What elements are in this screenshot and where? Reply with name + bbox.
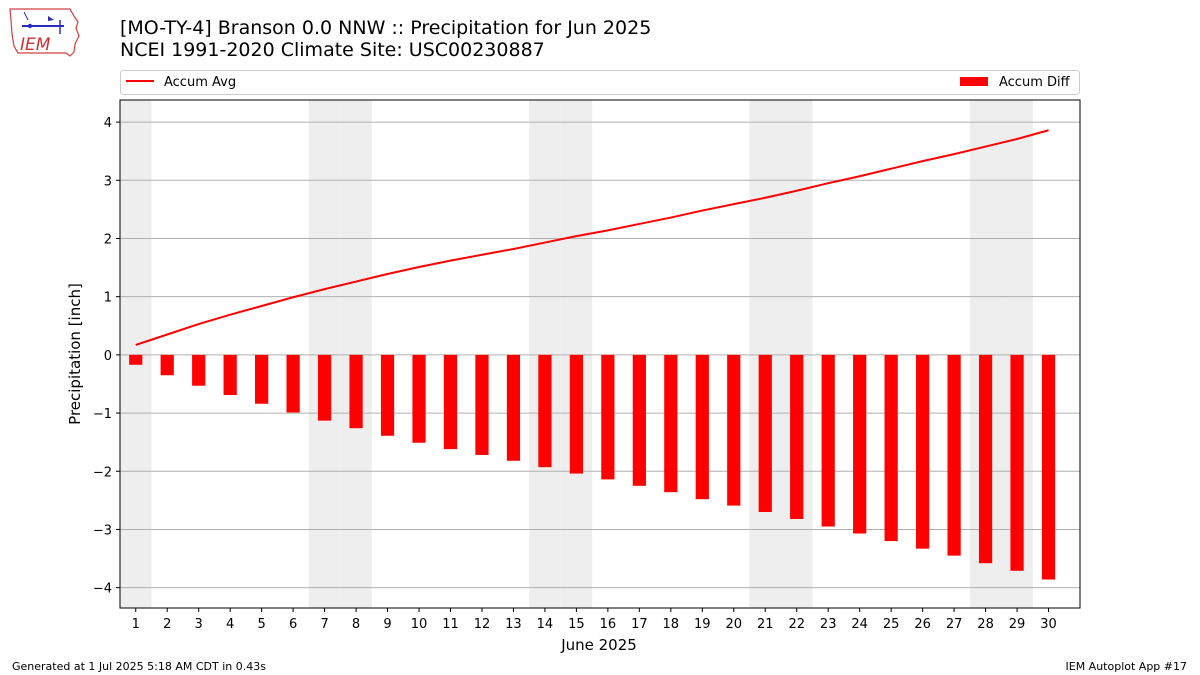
x-tick-label: 11 bbox=[442, 617, 459, 632]
y-axis-label: Precipitation [inch] bbox=[66, 283, 84, 425]
iem-logo: IEM bbox=[8, 6, 82, 64]
accum-diff-bar bbox=[255, 354, 269, 404]
accum-diff-bar bbox=[223, 354, 237, 396]
legend-label-accum-avg: Accum Avg bbox=[164, 75, 236, 90]
weekend-shade bbox=[560, 100, 593, 608]
accum-diff-bar bbox=[821, 354, 835, 527]
y-tick-label: −4 bbox=[93, 582, 112, 597]
chart-subtitle: NCEI 1991-2020 Climate Site: USC00230887 bbox=[120, 39, 545, 61]
accum-diff-bar bbox=[475, 354, 489, 455]
y-tick-label: 3 bbox=[104, 174, 112, 189]
accum-diff-bar bbox=[506, 354, 521, 461]
x-tick-label: 5 bbox=[257, 617, 265, 632]
x-tick-label: 28 bbox=[977, 617, 994, 632]
x-tick-label: 13 bbox=[505, 617, 522, 632]
accum-diff-bar bbox=[443, 354, 458, 450]
weekend-shade bbox=[120, 100, 152, 608]
legend-label-accum-diff: Accum Diff bbox=[999, 75, 1071, 90]
accum-diff-bar bbox=[947, 354, 961, 556]
weekend-shade bbox=[780, 100, 813, 608]
x-tick-label: 29 bbox=[1009, 617, 1026, 632]
accum-diff-bar bbox=[160, 354, 174, 376]
x-tick-label: 1 bbox=[132, 617, 140, 632]
y-tick-label: −3 bbox=[93, 523, 112, 538]
accum-diff-bar bbox=[1041, 354, 1056, 580]
accum-diff-bar bbox=[727, 354, 741, 506]
accum-diff-bar bbox=[129, 354, 143, 365]
legend-bar-swatch bbox=[960, 77, 988, 86]
x-axis-label: June 2025 bbox=[560, 636, 637, 654]
x-tick-label: 20 bbox=[725, 617, 742, 632]
x-tick-label: 6 bbox=[289, 617, 297, 632]
app-credit: IEM Autoplot App #17 bbox=[1065, 660, 1188, 673]
accum-diff-bar bbox=[601, 354, 615, 480]
x-tick-label: 12 bbox=[474, 617, 491, 632]
accum-diff-bar bbox=[790, 354, 804, 519]
x-tick-label: 4 bbox=[226, 617, 234, 632]
x-tick-label: 9 bbox=[383, 617, 391, 632]
accum-diff-bar bbox=[884, 354, 898, 542]
accum-diff-bar bbox=[632, 354, 646, 486]
iem-iowa-logo-icon: IEM bbox=[9, 8, 80, 57]
x-tick-label: 7 bbox=[320, 617, 328, 632]
accum-diff-bar bbox=[916, 354, 930, 549]
accum-diff-bar bbox=[758, 354, 772, 512]
accum-diff-bar bbox=[853, 354, 867, 534]
x-tick-label: 22 bbox=[788, 617, 805, 632]
accum-diff-bar bbox=[1010, 354, 1024, 571]
x-tick-label: 16 bbox=[600, 617, 617, 632]
x-tick-label: 18 bbox=[663, 617, 680, 632]
logo-text: IEM bbox=[20, 35, 51, 55]
x-tick-label: 2 bbox=[163, 617, 171, 632]
x-tick-label: 10 bbox=[411, 617, 428, 632]
x-tick-label: 19 bbox=[694, 617, 711, 632]
x-tick-label: 15 bbox=[568, 617, 585, 632]
chart-title: [MO-TY-4] Branson 0.0 NNW :: Precipitati… bbox=[120, 17, 652, 39]
legend-box bbox=[120, 70, 1080, 95]
accum-diff-bar bbox=[317, 354, 332, 421]
weekend-shade bbox=[749, 100, 781, 608]
y-tick-label: 0 bbox=[104, 349, 112, 364]
x-tick-label: 23 bbox=[820, 617, 837, 632]
y-tick-label: −2 bbox=[93, 465, 112, 480]
x-tick-label: 8 bbox=[352, 617, 360, 632]
accum-diff-bar bbox=[412, 354, 426, 443]
generated-timestamp: Generated at 1 Jul 2025 5:18 AM CDT in 0… bbox=[12, 660, 266, 673]
x-tick-label: 26 bbox=[914, 617, 931, 632]
accum-diff-bar bbox=[538, 354, 552, 468]
accum-diff-bar bbox=[664, 354, 678, 493]
accum-diff-bar bbox=[380, 354, 395, 436]
y-tick-label: 4 bbox=[104, 116, 112, 131]
x-tick-label: 14 bbox=[537, 617, 554, 632]
x-tick-label: 25 bbox=[883, 617, 900, 632]
weekend-shade bbox=[340, 100, 372, 608]
x-tick-label: 3 bbox=[195, 617, 203, 632]
accum-avg-line bbox=[135, 129, 1049, 346]
accum-diff-bar bbox=[192, 354, 206, 386]
x-tick-label: 24 bbox=[851, 617, 868, 632]
x-tick-label: 17 bbox=[631, 617, 648, 632]
y-tick-label: 2 bbox=[104, 232, 112, 247]
y-tick-label: −1 bbox=[93, 407, 112, 422]
weekend-shade bbox=[308, 100, 341, 608]
accum-diff-bar bbox=[978, 354, 993, 564]
x-tick-label: 27 bbox=[946, 617, 963, 632]
weekend-shade bbox=[529, 100, 561, 608]
accum-diff-bar bbox=[695, 354, 709, 500]
plot-frame bbox=[119, 99, 1081, 609]
y-tick-label: 1 bbox=[104, 291, 112, 306]
accum-diff-bar bbox=[569, 354, 584, 474]
accum-diff-bar bbox=[349, 354, 363, 429]
x-tick-label: 21 bbox=[757, 617, 774, 632]
x-tick-label: 30 bbox=[1040, 617, 1057, 632]
accum-diff-bar bbox=[286, 354, 300, 413]
